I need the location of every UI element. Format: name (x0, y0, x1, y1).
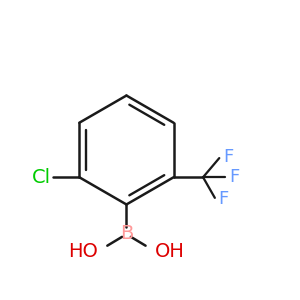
Text: HO: HO (69, 242, 98, 261)
Text: F: F (218, 190, 228, 208)
Text: B: B (120, 224, 133, 243)
Text: F: F (223, 148, 233, 166)
Text: OH: OH (154, 242, 184, 261)
Text: F: F (230, 168, 240, 186)
Text: Cl: Cl (32, 168, 51, 187)
